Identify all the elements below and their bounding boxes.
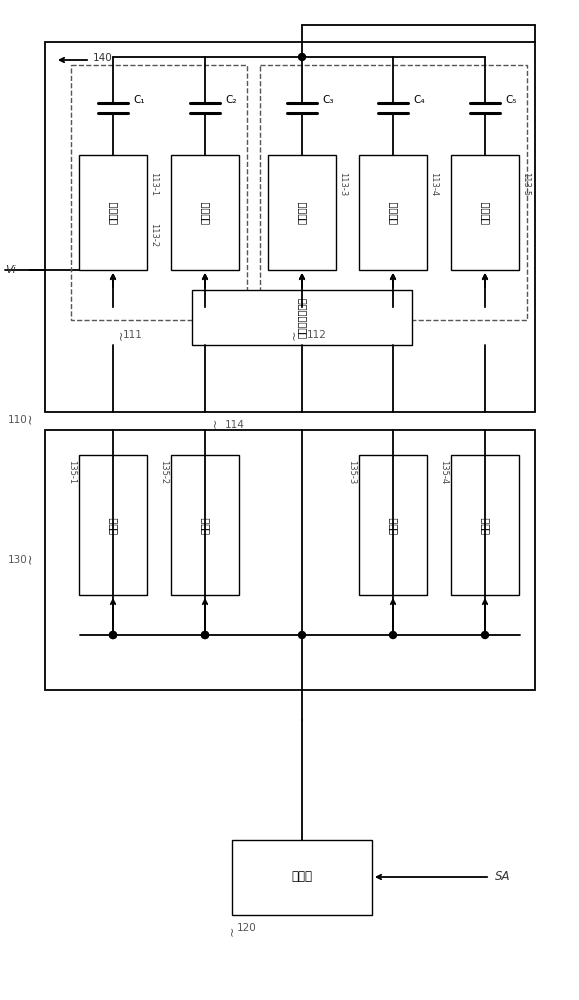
Text: 暂存器: 暂存器 [388,516,398,534]
Text: 135-3: 135-3 [347,460,356,484]
Text: ~: ~ [23,412,37,424]
Text: ~: ~ [225,925,239,936]
Text: 113-1: 113-1 [149,172,158,196]
Text: C₄: C₄ [413,95,424,105]
Text: 135-4: 135-4 [439,460,448,484]
Text: ~: ~ [23,552,37,564]
Text: ~: ~ [208,417,222,428]
Text: 120: 120 [237,923,256,933]
Text: C₃: C₃ [322,95,334,105]
Bar [192,290,412,345]
Text: 缓冲单元: 缓冲单元 [200,200,210,224]
Bar [45,42,535,412]
Text: 113-4: 113-4 [429,172,438,196]
Text: 130: 130 [8,555,28,565]
Circle shape [390,632,397,639]
Bar [451,455,519,595]
Bar [268,155,336,270]
Text: 112: 112 [307,330,327,340]
Bar [260,65,527,320]
Text: 数字模拟转换器: 数字模拟转换器 [297,296,307,338]
Text: 比较器: 比较器 [291,870,313,884]
Bar [171,155,239,270]
Circle shape [482,632,489,639]
Bar [45,430,535,690]
Text: 114: 114 [225,420,245,430]
Circle shape [201,632,208,639]
Text: ~: ~ [115,330,127,340]
Bar [359,155,427,270]
Circle shape [201,632,208,639]
Text: 113-2: 113-2 [149,223,158,248]
Text: 暂存器: 暂存器 [480,516,490,534]
Text: 113-3: 113-3 [338,172,347,196]
Circle shape [299,53,306,60]
Text: 110: 110 [8,415,28,425]
Text: 缓冲单元: 缓冲单元 [297,200,307,224]
Bar [171,455,239,595]
Text: 缓冲单元: 缓冲单元 [388,200,398,224]
Text: SA: SA [495,870,511,884]
Text: 暂存器: 暂存器 [200,516,210,534]
Bar [71,65,247,320]
Circle shape [109,632,116,639]
Text: C₂: C₂ [225,95,236,105]
Text: 缓冲单元: 缓冲单元 [480,200,490,224]
Bar [79,455,147,595]
Text: 113-5: 113-5 [521,172,530,196]
Text: 暂存器: 暂存器 [108,516,118,534]
Circle shape [109,632,116,639]
Text: Vi: Vi [5,265,16,275]
Text: 缓冲单元: 缓冲单元 [108,200,118,224]
Text: 111: 111 [123,330,143,340]
Bar [451,155,519,270]
Text: 140: 140 [93,53,113,63]
Bar [232,840,372,915]
Text: ~: ~ [288,330,301,340]
Bar [79,155,147,270]
Text: C₅: C₅ [505,95,516,105]
Text: C₁: C₁ [133,95,145,105]
Text: 135-1: 135-1 [67,460,76,484]
Circle shape [299,632,306,639]
Bar [359,455,427,595]
Text: 135-2: 135-2 [159,460,168,484]
